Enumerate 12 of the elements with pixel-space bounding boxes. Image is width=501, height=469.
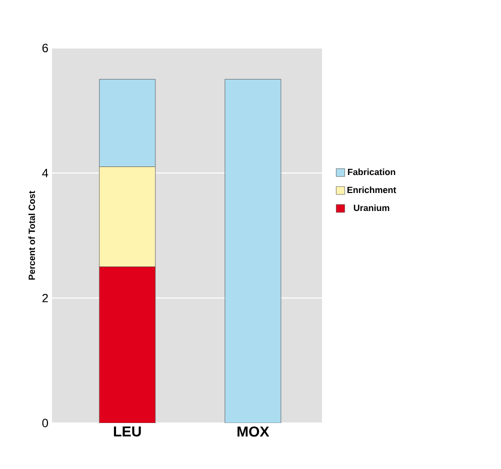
legend-label: Enrichment (347, 186, 396, 194)
y-tick-label: 6 (42, 44, 48, 52)
legend-label: Fabrication (348, 168, 396, 176)
y-axis-title: Percent of Total Cost (28, 190, 35, 280)
bar (99, 79, 156, 167)
y-tick-label: 4 (42, 168, 48, 178)
legend-label: Uranium (354, 204, 390, 212)
y-tick-label: 2 (42, 294, 48, 302)
y-tick-label: 0 (42, 418, 48, 428)
x-tick-label: LEU (114, 426, 141, 437)
bar (224, 79, 282, 423)
x-tick-label: MOX (238, 426, 270, 437)
